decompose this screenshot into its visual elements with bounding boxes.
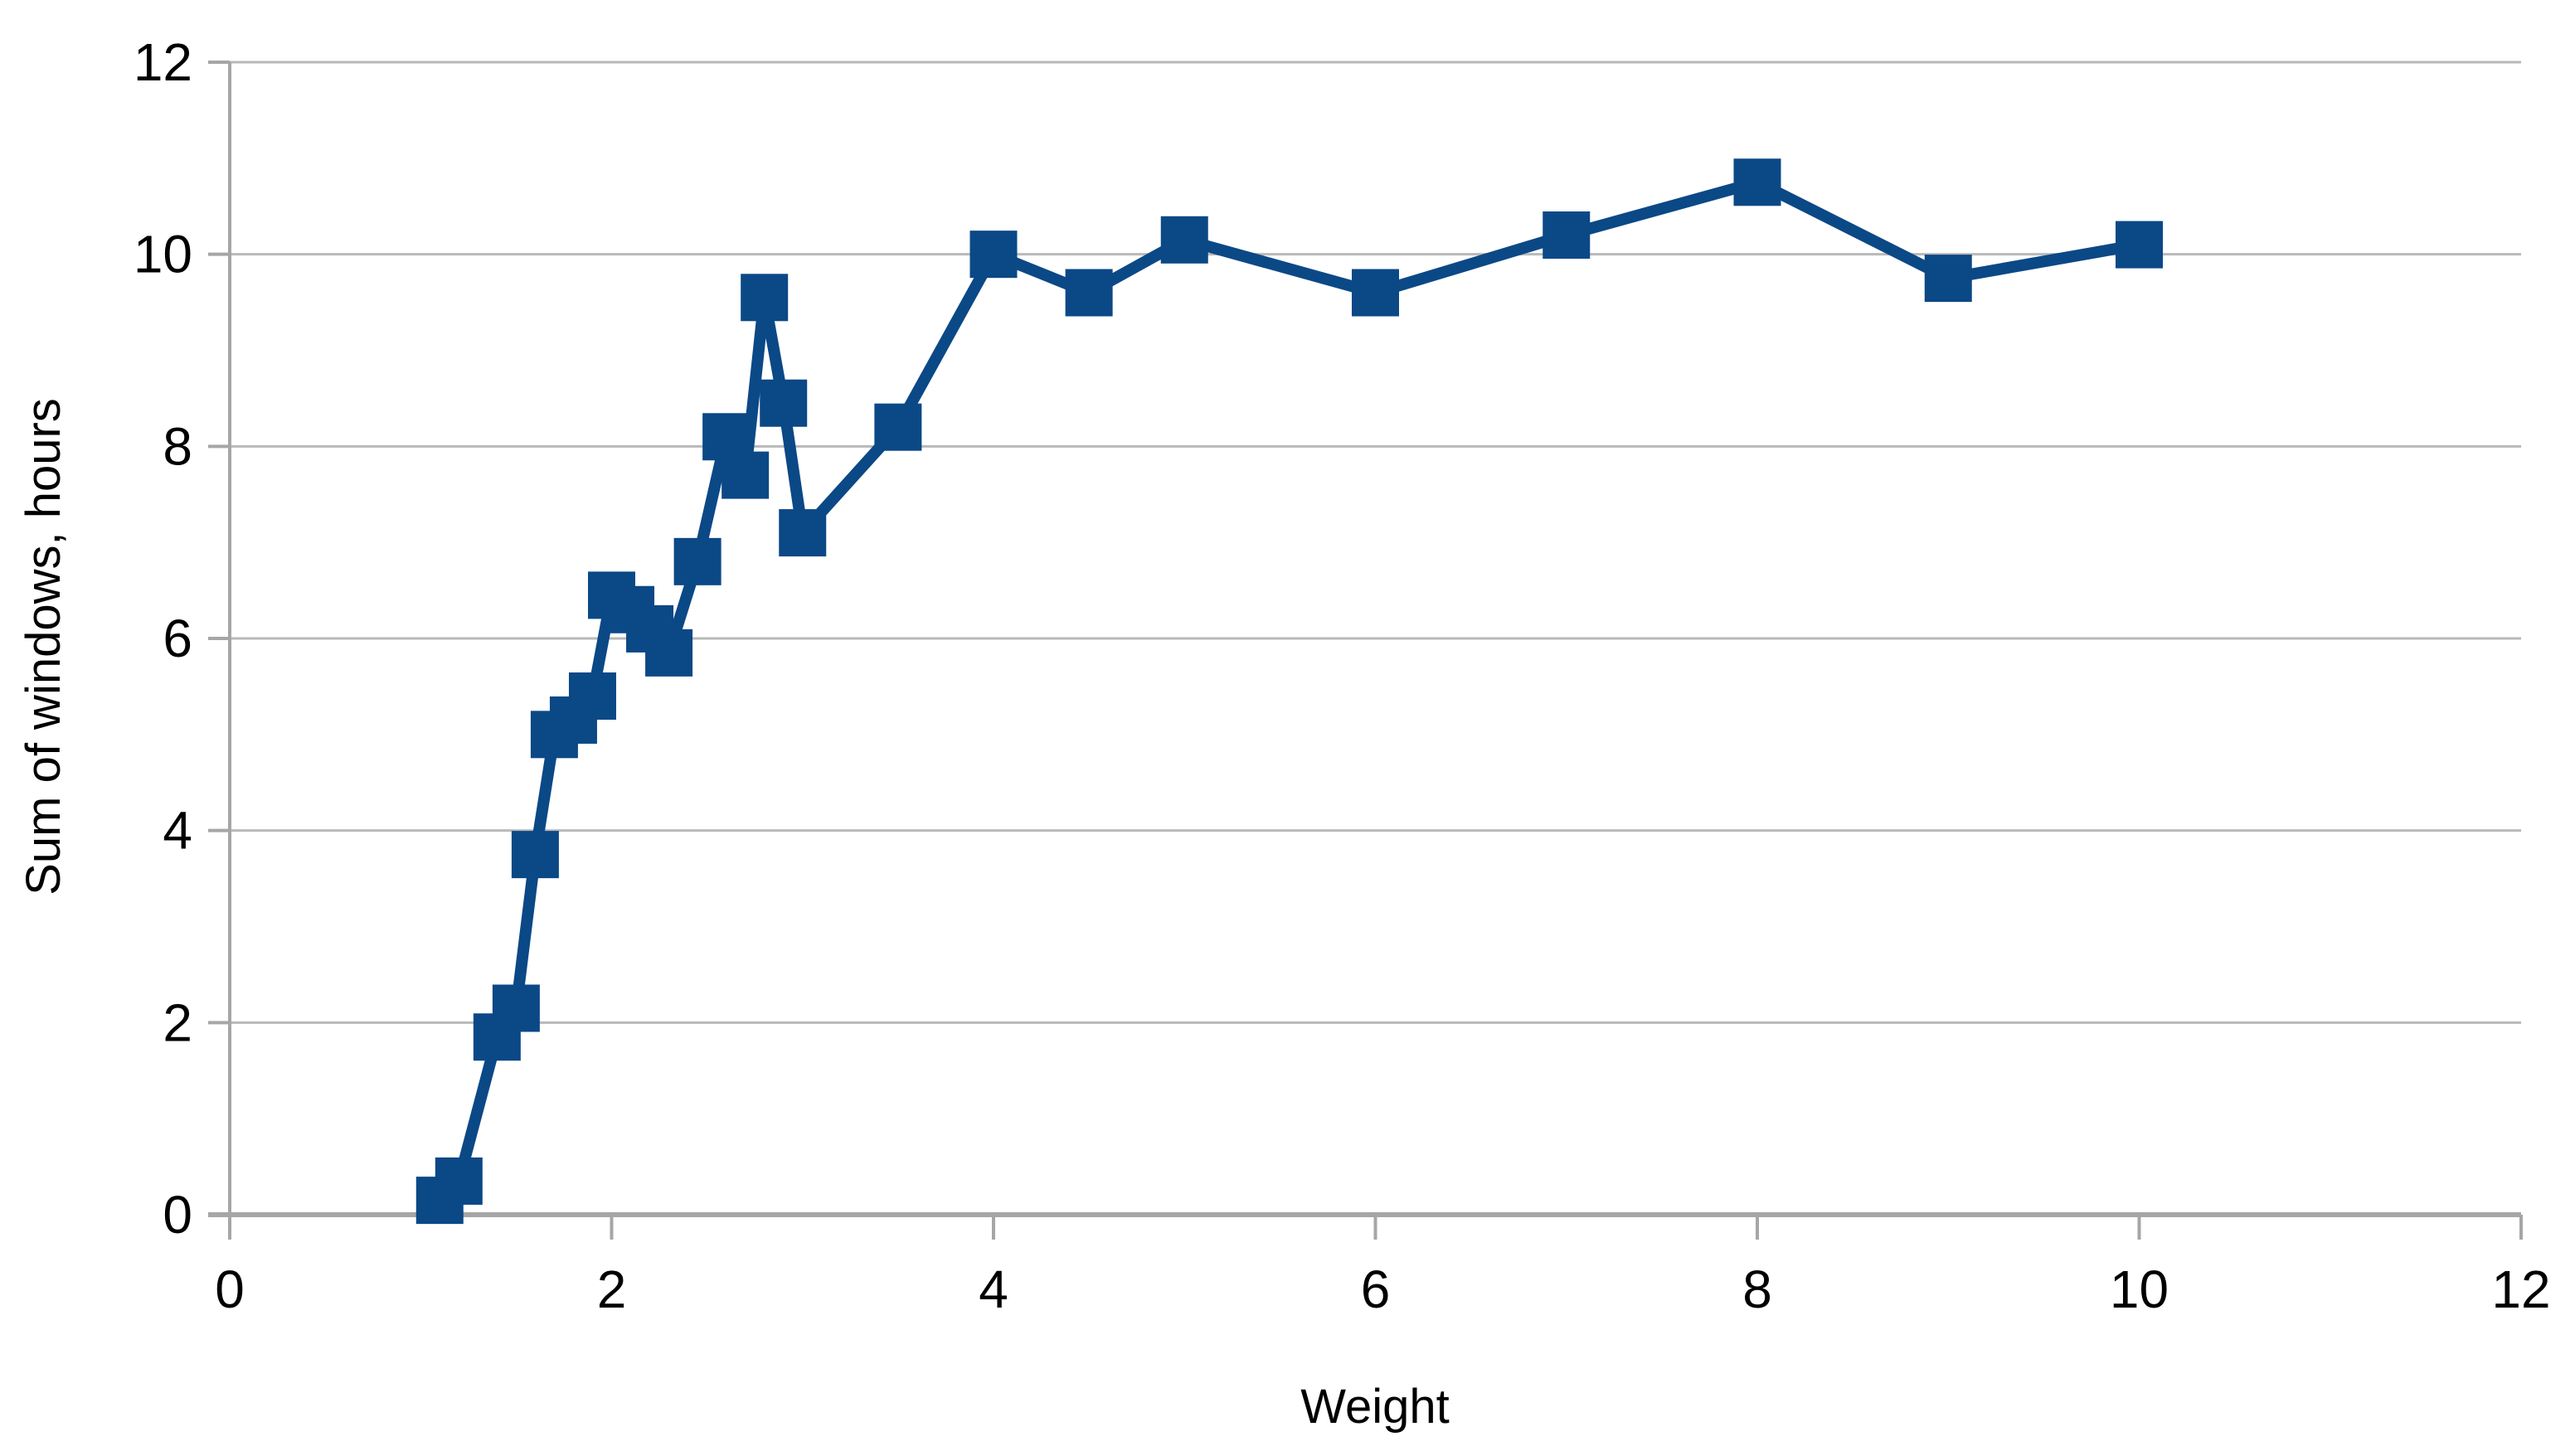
data-point-marker [779, 509, 827, 557]
data-series [415, 158, 2163, 1225]
data-point-marker [2116, 221, 2163, 269]
axis-ticks [208, 61, 2523, 1240]
data-point-marker [645, 629, 693, 677]
y-tick-label: 10 [134, 225, 192, 284]
gridlines [230, 61, 2521, 1024]
data-point-marker [1065, 269, 1113, 317]
data-point-marker [1160, 216, 1208, 264]
data-point-marker [1733, 158, 1781, 206]
y-tick-label: 12 [134, 32, 192, 92]
y-tick-label: 8 [163, 416, 192, 476]
y-tick-label: 6 [163, 609, 192, 668]
data-point-marker [673, 537, 721, 585]
x-tick-label: 0 [215, 1259, 245, 1319]
y-tick-labels: 0 2 4 6 8 10 12 [134, 32, 192, 1245]
data-point-marker [1543, 211, 1591, 259]
x-tick-label: 12 [2491, 1259, 2550, 1319]
x-tick-label: 8 [1742, 1259, 1772, 1319]
data-point-marker [435, 1157, 483, 1205]
x-tick-labels: 0 2 4 6 8 10 12 [215, 1259, 2550, 1319]
data-point-marker [874, 403, 922, 451]
data-point-marker [741, 274, 789, 322]
series-line [435, 176, 2140, 1205]
data-point-marker [760, 379, 808, 427]
data-point-marker [492, 984, 540, 1032]
x-tick-label: 6 [1361, 1259, 1391, 1319]
axes [208, 62, 2521, 1240]
data-point-marker [1924, 255, 1972, 303]
data-point-marker [1352, 269, 1399, 317]
data-point-marker [511, 831, 559, 879]
y-axis-title: Sum of windows, hours [17, 398, 70, 895]
x-tick-label: 4 [979, 1259, 1008, 1319]
y-tick-label: 0 [163, 1185, 192, 1245]
data-point-marker [721, 451, 770, 499]
x-tick-label: 2 [597, 1259, 627, 1319]
x-tick-label: 10 [2110, 1259, 2169, 1319]
y-tick-label: 4 [163, 801, 192, 861]
x-axis-title: Weight [1300, 1380, 1449, 1434]
data-point-marker [568, 672, 616, 720]
data-point-marker [969, 231, 1018, 279]
y-tick-label: 2 [163, 993, 192, 1052]
